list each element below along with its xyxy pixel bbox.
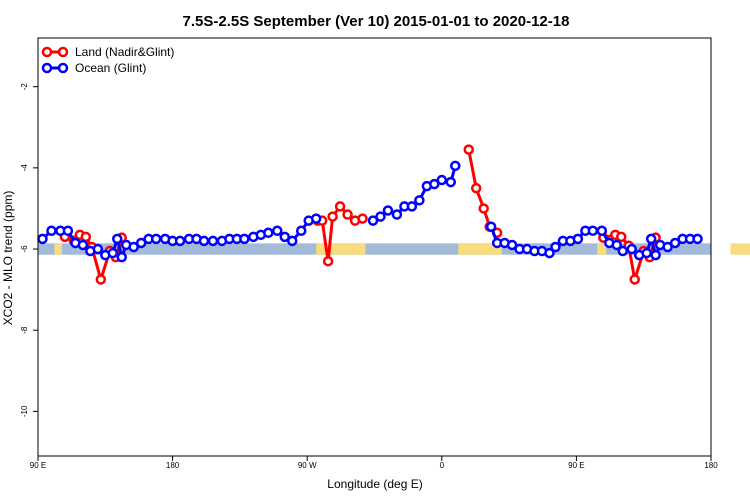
band-land (54, 243, 62, 255)
y-tick-label: -4 (20, 164, 29, 172)
x-tick-label: 90 W (298, 461, 317, 470)
legend-item: Land (Nadir&Glint) (41, 45, 174, 59)
data-point (617, 245, 629, 257)
data-point (62, 225, 74, 237)
data-point (463, 144, 474, 155)
data-point (445, 176, 457, 188)
y-tick-label: -2 (20, 83, 29, 91)
data-point (611, 239, 623, 251)
series-1 (37, 160, 703, 263)
data-point (367, 215, 379, 226)
x-tick-label: 90 E (568, 461, 584, 470)
data-point (692, 233, 703, 245)
data-point (272, 225, 283, 237)
y-tick-label: -6 (20, 245, 29, 253)
y-tick-label: -8 (20, 326, 29, 334)
x-axis: 90 E 180 90 W 0 90 E 180 (30, 456, 718, 470)
data-point (334, 201, 346, 212)
x-axis-label: Longitude (deg E) (327, 477, 422, 491)
data-point (596, 225, 608, 237)
data-point (322, 255, 334, 267)
data-point (436, 174, 448, 186)
data-point (450, 160, 461, 172)
x-tick-label: 90 E (30, 461, 46, 470)
data-point (470, 182, 482, 194)
data-point (406, 201, 418, 212)
legend-marker (41, 62, 53, 74)
data-point (375, 211, 386, 222)
data-point (95, 274, 107, 285)
data-point (174, 235, 186, 247)
data-point (550, 241, 561, 253)
legend-marker (41, 46, 53, 58)
series-layer (37, 144, 703, 285)
band-ocean (38, 243, 711, 255)
data-point (662, 241, 673, 253)
y-axis-label: XCO2 - MLO trend (ppm) (1, 191, 15, 326)
data-point (645, 233, 657, 245)
data-point (107, 247, 119, 259)
data-point (429, 178, 440, 190)
data-point (629, 274, 640, 285)
legend-label: Ocean (Glint) (75, 61, 146, 75)
legend: Land (Nadir&Glint) Ocean (Glint) (41, 45, 174, 75)
surface-type-band (38, 243, 750, 255)
data-point (342, 209, 353, 220)
data-point (135, 237, 147, 249)
data-point (544, 247, 555, 259)
data-point (626, 243, 637, 255)
data-point (587, 225, 599, 237)
data-point (263, 227, 274, 239)
data-point (485, 221, 497, 232)
data-point (77, 239, 89, 251)
data-point (382, 205, 394, 216)
data-point (286, 235, 298, 247)
data-point (150, 233, 162, 245)
legend-item: Ocean (Glint) (41, 61, 146, 75)
data-point (80, 231, 92, 243)
band-land (458, 243, 502, 255)
data-point (128, 241, 139, 253)
data-point (572, 233, 584, 245)
data-point (92, 243, 104, 255)
y-axis: -2 -4 -6 -8 -10 (20, 83, 38, 417)
x-tick-label: 0 (440, 461, 445, 470)
data-point (295, 225, 307, 237)
band-land (316, 243, 366, 255)
data-point (37, 233, 48, 245)
data-point (198, 235, 210, 247)
data-point (239, 233, 250, 245)
data-point (616, 231, 627, 243)
band-land (597, 243, 607, 255)
data-point (116, 251, 128, 263)
series-0 (59, 144, 661, 285)
data-point (414, 195, 425, 206)
data-point (391, 209, 403, 220)
data-point (310, 213, 322, 224)
band-land (730, 243, 750, 255)
legend-label: Land (Nadir&Glint) (75, 45, 174, 59)
data-point (641, 247, 652, 259)
data-point (357, 213, 368, 224)
data-point (46, 225, 57, 237)
data-point (112, 233, 123, 245)
chart-title: 7.5S-2.5S September (Ver 10) 2015-01-01 … (183, 13, 570, 30)
data-point (207, 235, 219, 247)
y-tick-label: -10 (20, 405, 29, 417)
plot-frame (37, 37, 712, 457)
legend-marker (57, 46, 69, 58)
x-tick-label: 180 (704, 461, 718, 470)
x-tick-label: 180 (166, 461, 180, 470)
legend-marker (57, 62, 69, 74)
data-point (279, 231, 291, 243)
data-point (478, 203, 489, 214)
data-point (506, 239, 518, 251)
data-point (669, 237, 681, 249)
data-point (327, 211, 338, 222)
data-point (650, 249, 661, 261)
